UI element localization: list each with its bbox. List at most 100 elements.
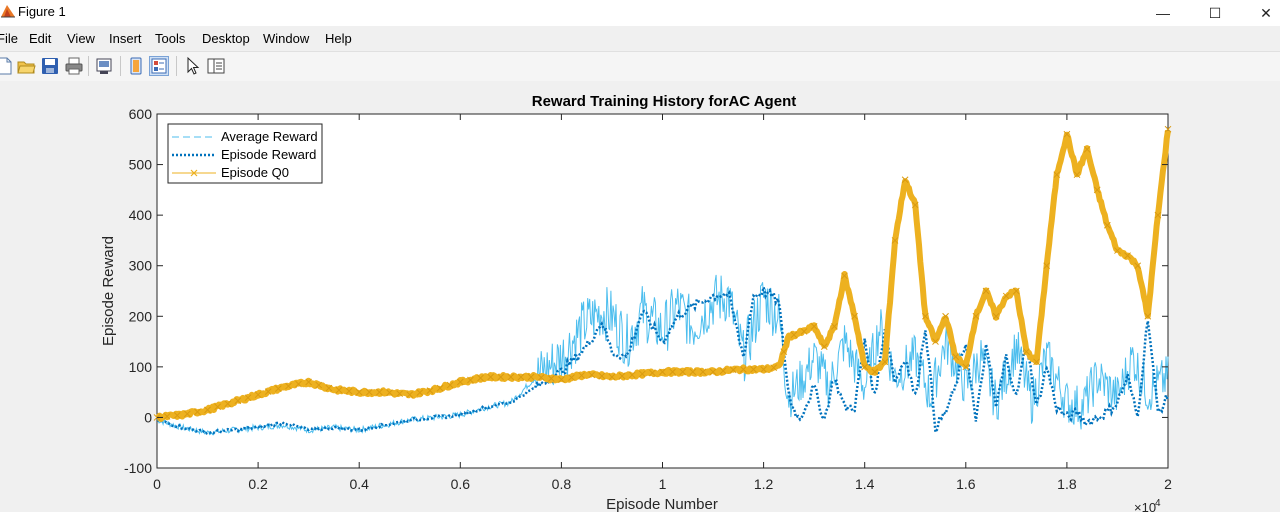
menu-window[interactable]: Window	[263, 31, 310, 46]
q0-marker	[1144, 312, 1152, 320]
q0-marker	[578, 372, 585, 379]
q0-marker	[588, 371, 596, 379]
q0-marker	[820, 343, 828, 350]
plot-area[interactable]	[156, 113, 1169, 469]
q0-marker	[922, 312, 929, 320]
q0-marker	[709, 368, 717, 376]
menu-desktop[interactable]: Desktop	[202, 31, 250, 46]
q0-marker	[234, 397, 242, 405]
edit-plot-icon[interactable]	[183, 56, 203, 76]
link-plot-icon[interactable]	[94, 56, 114, 76]
minimize-icon: —	[1156, 5, 1170, 21]
q0-marker	[477, 374, 484, 382]
q0-marker	[992, 312, 1000, 320]
q0-marker	[851, 312, 858, 320]
q0-marker	[1012, 287, 1020, 295]
legend-label-episode-reward: Episode Reward	[221, 147, 316, 162]
q0-marker	[1023, 348, 1030, 356]
menu-view[interactable]: View	[67, 31, 95, 46]
q0-marker	[527, 373, 535, 381]
q0-marker	[416, 389, 424, 397]
close-icon: ✕	[1260, 4, 1272, 21]
series-episode-q0-markers	[153, 125, 1172, 421]
y-tick-label: 400	[129, 207, 153, 223]
q0-marker	[264, 388, 272, 395]
q0-marker	[446, 381, 454, 389]
q0-marker	[558, 376, 565, 383]
q0-marker	[1002, 292, 1010, 300]
y-tick-label: 300	[129, 258, 153, 274]
q0-marker	[1134, 262, 1142, 270]
y-tick-label: 600	[129, 106, 153, 122]
menu-insert[interactable]: Insert	[109, 31, 142, 46]
maximize-button[interactable]: ☐	[1192, 0, 1238, 26]
q0-marker	[831, 323, 838, 330]
x-tick-label: 1.4	[855, 476, 875, 492]
q0-marker	[689, 368, 697, 376]
new-figure-icon[interactable]	[0, 56, 14, 76]
q0-marker	[537, 374, 545, 381]
print-icon[interactable]	[64, 56, 84, 76]
q0-marker	[163, 413, 171, 420]
q0-marker	[952, 353, 960, 361]
q0-marker	[628, 371, 636, 379]
q0-marker	[517, 373, 525, 381]
q0-marker	[618, 372, 626, 380]
q0-marker	[1114, 247, 1121, 254]
q0-marker	[396, 390, 403, 398]
q0-marker	[881, 358, 889, 366]
q0-marker	[638, 370, 646, 378]
toolbar	[0, 51, 1280, 82]
open-file-icon[interactable]	[16, 56, 36, 76]
legend-marker-episode-q0	[190, 169, 198, 177]
toolbar-separator	[88, 56, 89, 76]
save-icon[interactable]	[40, 56, 60, 76]
q0-marker	[911, 201, 919, 209]
q0-marker	[810, 323, 818, 330]
q0-marker	[1124, 252, 1131, 259]
q0-marker	[649, 369, 656, 377]
q0-marker	[750, 366, 757, 373]
q0-marker	[932, 338, 939, 345]
q0-marker	[305, 378, 313, 386]
menu-edit[interactable]: Edit	[29, 31, 52, 46]
q0-marker	[901, 176, 909, 184]
menu-file[interactable]: File	[0, 31, 18, 46]
q0-marker	[173, 412, 181, 419]
q0-marker	[507, 373, 515, 381]
menu-help[interactable]: Help	[325, 31, 352, 46]
q0-marker	[497, 373, 505, 381]
q0-marker	[335, 386, 343, 394]
q0-marker	[1073, 171, 1081, 179]
q0-marker	[608, 373, 616, 381]
x-tick-label: 1	[659, 476, 667, 492]
menu-tools[interactable]: Tools	[155, 31, 186, 46]
x-tick-label: 0	[153, 476, 161, 492]
show-plot-tools-icon[interactable]	[149, 56, 169, 76]
q0-marker	[285, 382, 292, 390]
q0-marker	[274, 385, 282, 392]
minimize-button[interactable]: —	[1140, 0, 1186, 26]
property-editor-icon[interactable]	[206, 56, 226, 76]
matlab-figure-icon	[0, 3, 16, 24]
q0-marker	[568, 374, 575, 381]
legend-label-episode-q0: Episode Q0	[221, 165, 289, 180]
q0-marker	[183, 410, 191, 418]
x-tick-label: 0.8	[552, 476, 572, 492]
y-tick-label: 500	[129, 157, 153, 173]
q0-marker	[254, 391, 262, 399]
legend[interactable]: Average Reward Episode Reward Episode Q0	[167, 123, 323, 184]
y-tick-label: 0	[144, 409, 152, 425]
q0-marker	[669, 368, 676, 376]
q0-marker	[1154, 211, 1162, 219]
q0-marker	[1103, 221, 1111, 229]
q0-marker	[386, 389, 393, 397]
q0-marker	[467, 376, 474, 384]
q0-marker	[790, 331, 798, 339]
hide-plot-tools-icon[interactable]	[126, 56, 146, 76]
close-button[interactable]: ✕	[1243, 0, 1280, 26]
q0-marker	[345, 387, 353, 395]
title-bar: Figure 1 — ☐ ✕	[0, 0, 1280, 26]
q0-marker	[1053, 171, 1061, 179]
q0-marker	[1164, 125, 1172, 133]
